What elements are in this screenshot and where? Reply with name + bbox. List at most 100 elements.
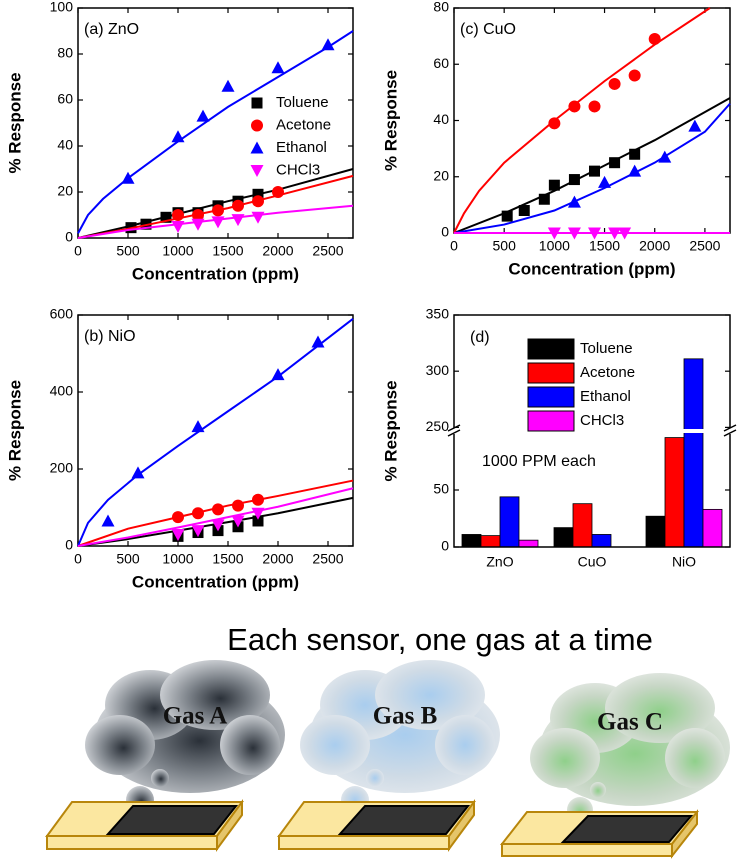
point <box>629 148 641 160</box>
sensor <box>45 798 244 853</box>
point <box>171 528 185 541</box>
point <box>648 32 661 45</box>
legend-marker <box>251 119 263 132</box>
y-tick-label: 350 <box>426 306 450 322</box>
point <box>221 79 235 92</box>
annotation: 1000 PPM each <box>482 453 596 470</box>
point <box>211 519 225 532</box>
axis-break <box>723 424 737 432</box>
legend-swatch <box>527 410 575 432</box>
y-axis-label: % Response <box>381 380 400 481</box>
y-axis-label: % Response <box>5 72 24 173</box>
y-tick-label: 20 <box>433 167 449 183</box>
point <box>252 493 264 506</box>
fit-line <box>453 97 731 234</box>
bar <box>683 358 704 548</box>
y-tick-label: 60 <box>57 91 73 107</box>
point <box>618 227 632 240</box>
x-tick-label: 0 <box>74 243 82 259</box>
y-tick-label: 60 <box>433 55 449 71</box>
panel-label: (c) CuO <box>460 21 516 38</box>
bar <box>499 496 520 548</box>
x-tick-label: 500 <box>116 243 140 259</box>
cloud-a <box>85 660 285 814</box>
point <box>588 100 601 113</box>
plot-frame <box>77 314 354 547</box>
bar <box>702 508 723 548</box>
point <box>589 165 601 177</box>
point <box>252 188 264 200</box>
legend-label: Ethanol <box>580 388 631 405</box>
point <box>658 150 672 163</box>
fit-line <box>453 7 711 234</box>
y-tick-label: 100 <box>50 0 74 15</box>
gas-label: Gas C <box>597 709 663 736</box>
point <box>121 171 135 184</box>
gas-label: Gas A <box>163 703 228 730</box>
y-tick-label: 0 <box>441 224 449 240</box>
legend-marker <box>250 141 264 154</box>
x-tick-label: 1500 <box>212 243 243 259</box>
point <box>231 515 245 528</box>
bar <box>553 527 574 548</box>
point <box>567 195 581 208</box>
x-tick-label: 2500 <box>312 551 343 567</box>
legend-swatch <box>527 338 575 360</box>
y-axis-label: % Response <box>381 70 400 171</box>
legend-label: Acetone <box>580 364 635 381</box>
x-tick-label: 2000 <box>262 243 293 259</box>
point <box>538 193 550 205</box>
x-tick-label: 1500 <box>212 551 243 567</box>
point <box>212 204 224 217</box>
point <box>172 511 184 524</box>
y-tick-label: 0 <box>441 538 449 554</box>
point <box>567 227 581 240</box>
y-tick-label: 0 <box>65 537 73 553</box>
x-tick-label: NiO <box>672 554 696 570</box>
point <box>251 507 265 520</box>
x-tick-label: 2000 <box>262 551 293 567</box>
cloud-c <box>530 673 730 823</box>
point <box>628 69 641 82</box>
legend-marker <box>251 97 263 109</box>
point <box>547 227 561 240</box>
point <box>160 211 172 223</box>
point <box>608 227 622 240</box>
x-tick-label: 1000 <box>162 551 193 567</box>
chart: 0 200 400 600 % Response 0 500 1000 1500 2000 2500… <box>5 306 354 591</box>
fit-line <box>453 102 731 234</box>
plot-frame <box>77 7 354 239</box>
x-tick-label: 2000 <box>639 238 670 254</box>
point <box>192 209 204 221</box>
x-tick-label: 2500 <box>689 238 720 254</box>
x-axis-label: Concentration (ppm) <box>132 264 299 283</box>
point <box>608 77 621 90</box>
y-tick-label: 250 <box>426 418 450 434</box>
y-tick-label: 20 <box>57 183 73 199</box>
x-tick-label: ZnO <box>486 554 513 570</box>
axis-break <box>447 429 461 437</box>
point <box>518 205 530 216</box>
point <box>252 515 264 527</box>
axis-break <box>447 424 461 432</box>
point <box>232 499 244 512</box>
x-tick-label: 500 <box>493 238 517 254</box>
axis-break <box>723 429 737 437</box>
axis-break <box>455 429 729 433</box>
point <box>191 218 205 231</box>
gas-label: Gas B <box>373 703 438 730</box>
point <box>568 100 581 113</box>
panel-label: (a) ZnO <box>84 21 139 38</box>
x-tick-label: 1500 <box>589 238 620 254</box>
point <box>688 119 702 132</box>
legend-swatch <box>527 386 575 408</box>
point <box>568 174 580 186</box>
fit-line <box>77 487 354 547</box>
x-axis-label: Concentration (ppm) <box>508 259 675 278</box>
bar <box>645 515 666 548</box>
bar <box>591 534 612 548</box>
point <box>321 38 335 51</box>
point <box>171 221 185 233</box>
